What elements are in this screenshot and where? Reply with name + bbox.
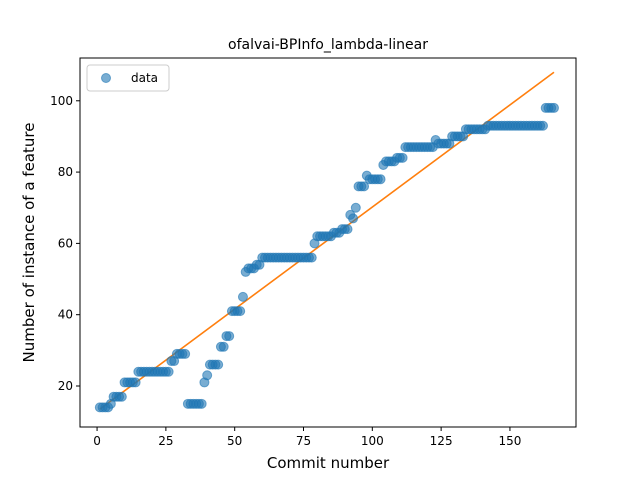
data-point — [202, 370, 213, 381]
data-point — [196, 398, 207, 409]
data-point — [397, 152, 408, 163]
data-point — [537, 120, 548, 131]
data-point — [548, 102, 559, 113]
x-tick-label: 125 — [430, 434, 453, 448]
y-tick-label: 20 — [58, 379, 73, 393]
y-tick-label: 100 — [50, 94, 73, 108]
x-tick-label: 75 — [296, 434, 311, 448]
data-point — [213, 359, 224, 370]
data-point — [130, 377, 141, 388]
y-axis-ticks: 20 40 60 80 100 — [50, 94, 80, 393]
legend-entry-data: data — [131, 71, 158, 85]
x-tick-label: 25 — [158, 434, 173, 448]
y-tick-label: 60 — [58, 236, 73, 250]
x-axis-ticks: 0 25 50 75 100 125 150 — [93, 427, 521, 448]
data-point — [180, 348, 191, 359]
data-point — [116, 391, 127, 402]
data-point — [306, 252, 317, 263]
x-tick-label: 50 — [227, 434, 242, 448]
data-point — [163, 366, 174, 377]
y-tick-label: 80 — [58, 165, 73, 179]
chart-title: ofalvai-BPInfo_lambda-linear — [228, 37, 428, 53]
data-point — [224, 331, 235, 342]
y-axis-label: Number of instance of a feature — [20, 123, 38, 363]
legend-box — [86, 64, 170, 92]
legend: data — [86, 64, 170, 92]
data-point — [350, 202, 361, 213]
data-point — [218, 341, 229, 352]
plot-frame — [79, 57, 577, 428]
legend-marker — [101, 73, 111, 83]
x-tick-label: 0 — [93, 434, 101, 448]
data-point — [348, 213, 359, 224]
data-point — [375, 174, 386, 185]
x-tick-label: 150 — [498, 434, 521, 448]
x-axis-label: Commit number — [267, 454, 390, 472]
data-points-layer — [94, 102, 559, 413]
data-point — [237, 291, 248, 302]
y-tick-label: 40 — [58, 308, 73, 322]
data-point — [342, 224, 353, 235]
data-point — [359, 181, 370, 192]
data-point — [235, 306, 246, 317]
x-tick-label: 100 — [361, 434, 384, 448]
